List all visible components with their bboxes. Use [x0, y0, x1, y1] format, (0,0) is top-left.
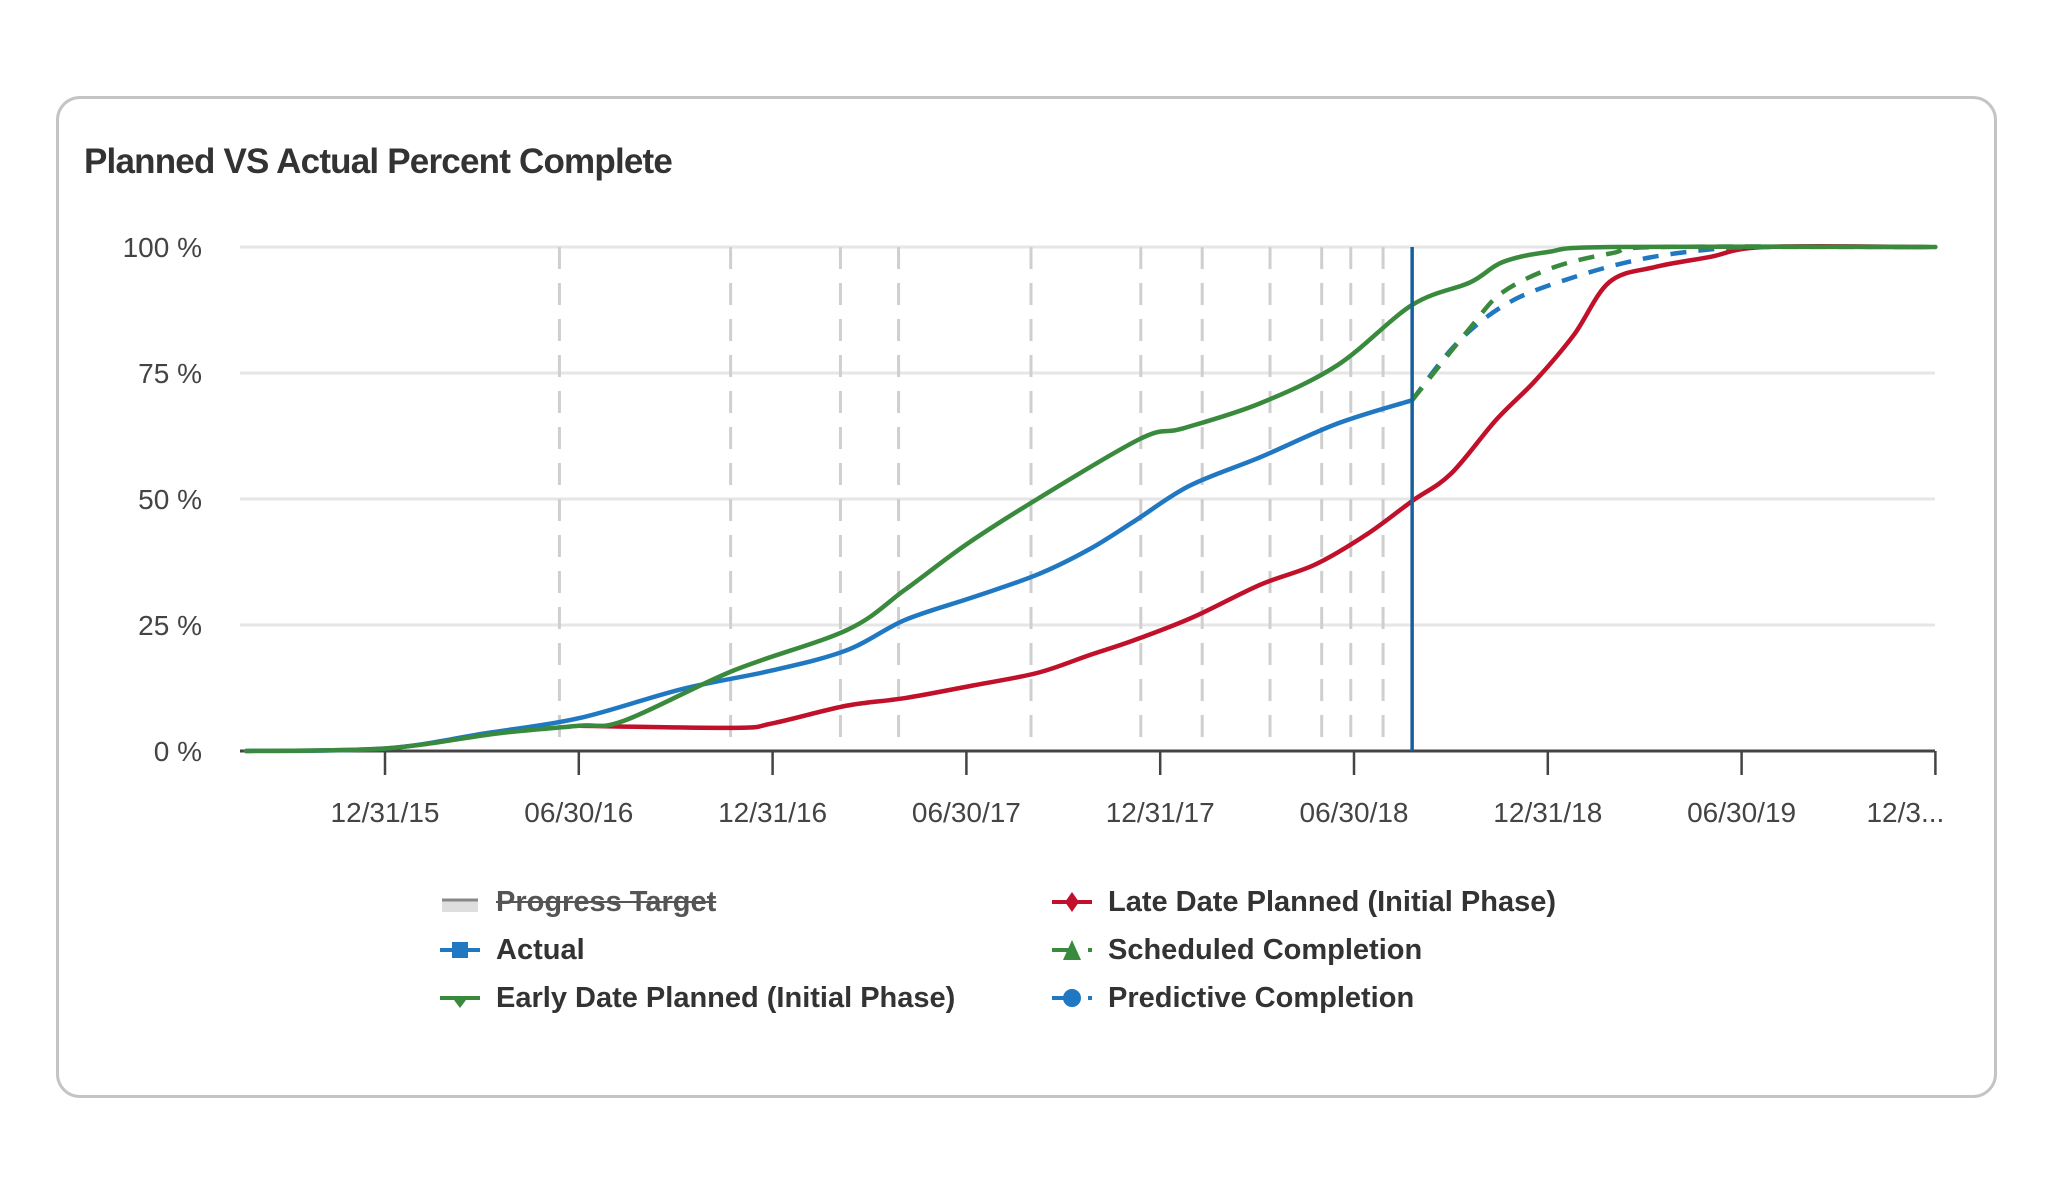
x-tick-label: 12/31/16 — [718, 797, 827, 828]
legend-label: Predictive Completion — [1108, 981, 1415, 1014]
progress-target-markers — [557, 247, 1385, 751]
y-tick-label: 25 % — [138, 610, 202, 641]
legend-item-late[interactable]: Late Date Planned (Initial Phase) — [1052, 882, 1556, 922]
gray-bar-line-icon — [442, 898, 478, 912]
blue-circle-dashed-line-icon — [1052, 989, 1092, 1007]
x-tick-label: 06/30/18 — [1300, 797, 1409, 828]
legend-item-scheduled[interactable]: Scheduled Completion — [1052, 930, 1422, 970]
series-predictive[interactable] — [1410, 244, 1923, 402]
legend-label: Late Date Planned (Initial Phase) — [1108, 885, 1556, 918]
red-diamond-line-icon — [1052, 892, 1092, 912]
legend-label: Progress Target — [496, 885, 717, 918]
blue-square-line-icon — [440, 942, 480, 958]
x-tick-label: 12/3... — [1866, 797, 1944, 828]
legend-label: Early Date Planned (Initial Phase) — [496, 981, 956, 1014]
y-tick-label: 50 % — [138, 484, 202, 515]
legend-label: Scheduled Completion — [1108, 933, 1423, 966]
legend-item-actual[interactable]: Actual — [440, 930, 585, 970]
x-tick-label: 06/30/16 — [524, 797, 633, 828]
x-tick-label: 06/30/17 — [912, 797, 1021, 828]
y-tick-label: 100 % — [123, 232, 202, 263]
green-triangle-dashed-line-icon — [1052, 940, 1092, 960]
x-tick-label: 12/31/15 — [331, 797, 440, 828]
y-tick-label: 0 % — [154, 736, 202, 767]
legend-item-early[interactable]: Early Date Planned (Initial Phase) — [440, 978, 955, 1018]
grid-lines: 0 % 25 % 50 % 75 % 100 % — [123, 232, 1935, 767]
series-lines — [243, 244, 1938, 754]
series-late[interactable] — [576, 244, 1925, 731]
series-early[interactable] — [243, 244, 1938, 754]
x-tick-label: 06/30/19 — [1687, 797, 1796, 828]
y-tick-label: 75 % — [138, 358, 202, 389]
legend-item-predictive[interactable]: Predictive Completion — [1052, 978, 1414, 1018]
chart-title: Planned VS Actual Percent Complete — [84, 142, 673, 181]
green-down-triangle-line-icon — [440, 996, 480, 1008]
legend-label: Actual — [496, 933, 585, 966]
x-tick-label: 12/31/18 — [1493, 797, 1602, 828]
axes: 12/31/15 06/30/16 12/31/16 06/30/17 12/31/17… — [240, 749, 1944, 828]
series-actual[interactable] — [243, 397, 1415, 754]
legend-item-progress-target[interactable]: Progress Target — [440, 882, 716, 922]
x-tick-label: 12/31/17 — [1106, 797, 1215, 828]
